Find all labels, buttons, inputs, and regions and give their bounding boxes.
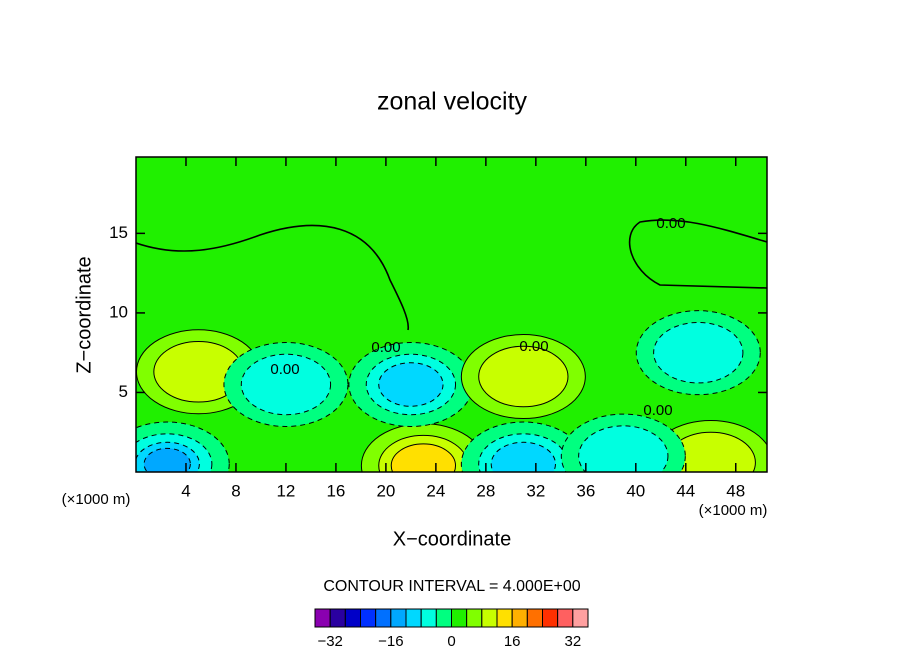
plot-frame <box>135 156 768 473</box>
contour-line <box>136 224 410 331</box>
contour-band <box>390 443 457 472</box>
contour-interval: CONTOUR INTERVAL = 4.000E+00 <box>323 578 580 595</box>
x-tick-label: 36 <box>576 481 595 500</box>
colorbar-tick-label: 16 <box>504 633 521 650</box>
colorbar-box <box>496 608 513 628</box>
x-unit-label: (×1000 m) <box>699 502 768 519</box>
x-tick-label: 4 <box>181 481 190 500</box>
x-unit-label: (×1000 m) <box>62 491 131 508</box>
contour-band <box>378 362 444 407</box>
contour-line <box>628 219 767 289</box>
colorbar-box <box>511 608 528 628</box>
colorbar-box <box>360 608 377 628</box>
contour-band <box>578 425 669 472</box>
colorbar-box <box>329 608 346 628</box>
contour-band <box>143 447 191 472</box>
contour-band <box>490 441 556 472</box>
contour-label: 0.00 <box>270 361 299 378</box>
contour-label: 0.00 <box>519 338 548 355</box>
colorbar-box <box>572 608 589 628</box>
chart-title: zonal velocity <box>377 88 528 116</box>
x-tick-label: 20 <box>376 481 395 500</box>
x-tick-label: 12 <box>276 481 295 500</box>
contour-label: 0.00 <box>643 402 672 419</box>
x-tick-label: 16 <box>326 481 345 500</box>
x-tick-label: 32 <box>526 481 545 500</box>
colorbar-tick-label: 32 <box>564 633 581 650</box>
colorbar-tick-label: −32 <box>317 633 342 650</box>
colorbar-box <box>435 608 453 628</box>
y-tick-label: 10 <box>109 302 128 321</box>
colorbar-box <box>344 608 362 628</box>
colorbar-box <box>481 608 498 628</box>
contour-label: 0.00 <box>656 215 685 232</box>
colorbar-box <box>390 608 407 628</box>
x-tick-label: 8 <box>231 481 240 500</box>
colorbar-box <box>451 608 468 628</box>
colorbar-box <box>314 608 331 628</box>
y-axis-label: Z−coordinate <box>73 256 95 373</box>
colorbar-tick-label: 0 <box>447 633 455 650</box>
colorbar-box <box>466 608 483 628</box>
colorbar-box <box>557 608 574 628</box>
zero-contour <box>136 219 767 331</box>
x-tick-label: 48 <box>726 481 745 500</box>
y-tick-label: 5 <box>119 382 128 401</box>
colorbar-box <box>420 608 437 628</box>
colorbar-box <box>405 608 422 628</box>
colorbar-tick-label: −16 <box>378 633 403 650</box>
x-tick-label: 24 <box>426 481 445 500</box>
x-tick-label: 44 <box>676 481 695 500</box>
colorbar-box <box>375 608 392 628</box>
contour-band <box>653 321 744 384</box>
y-tick-label: 15 <box>109 223 128 242</box>
colorbar-box <box>526 608 543 628</box>
x-tick-label: 40 <box>626 481 645 500</box>
contour-band <box>478 345 569 408</box>
x-axis-label: X−coordinate <box>393 528 511 550</box>
contour-band <box>240 353 332 416</box>
plot-area <box>136 157 767 472</box>
x-tick-label: 28 <box>476 481 495 500</box>
colorbar-box <box>542 608 559 628</box>
field-background <box>136 157 767 472</box>
contour-label: 0.00 <box>371 339 400 356</box>
